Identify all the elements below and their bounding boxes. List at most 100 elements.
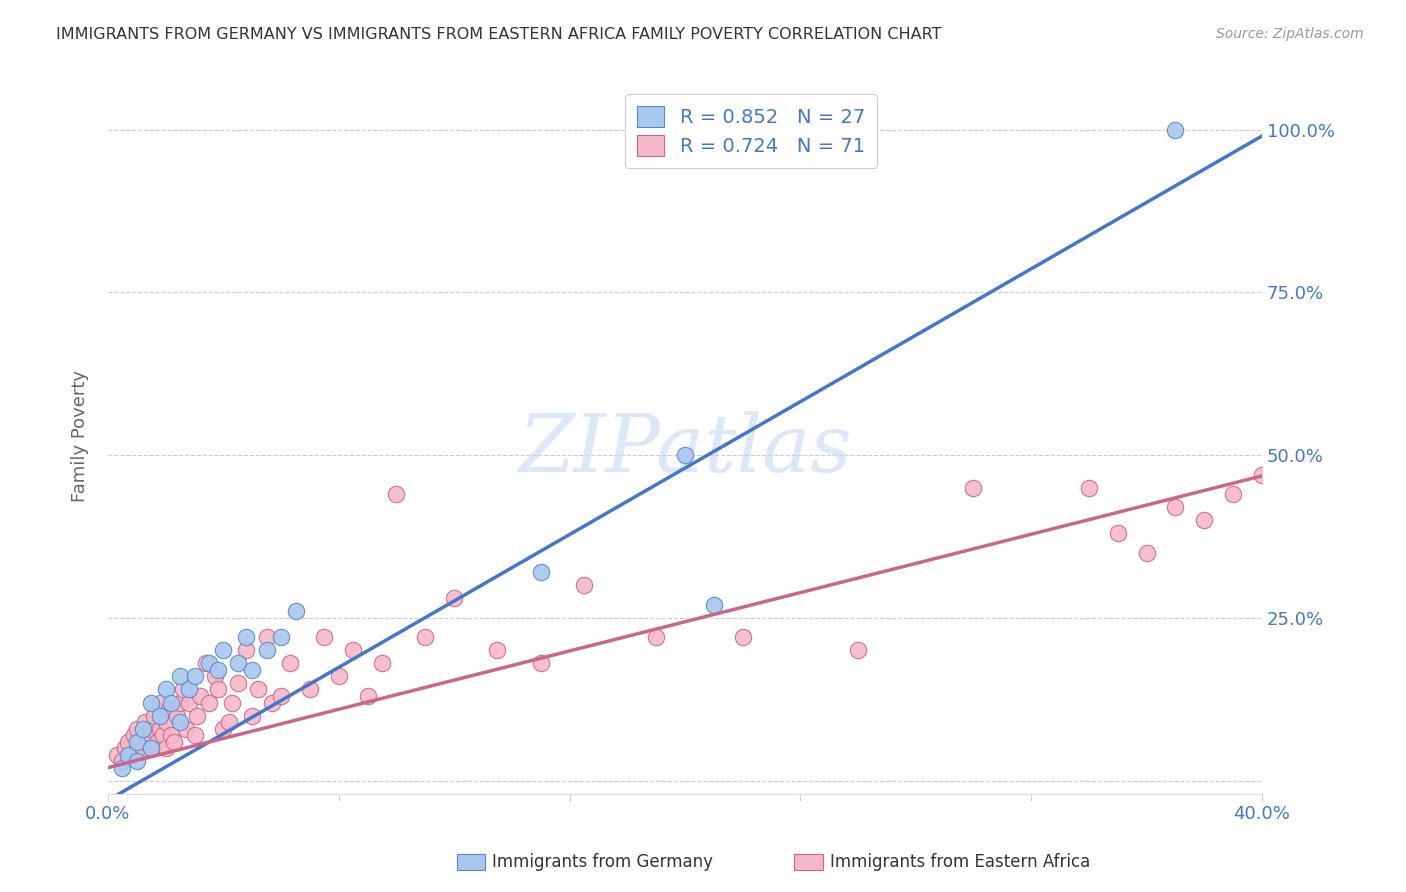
Point (138, 734, 160, 748)
Point (342, 643, 364, 657)
Point (166, 708, 188, 723)
Point (962, 481, 984, 495)
Point (385, 487, 408, 501)
Point (186, 708, 208, 723)
Point (314, 631, 336, 645)
Point (149, 708, 172, 723)
Point (163, 734, 186, 748)
Point (177, 682, 200, 697)
Point (673, 448, 696, 462)
Point (278, 657, 301, 671)
Point (221, 696, 243, 710)
Point (443, 591, 465, 606)
Point (155, 682, 177, 697)
Point (188, 689, 211, 703)
Text: Source: ZipAtlas.com: Source: ZipAtlas.com (1216, 27, 1364, 41)
Point (371, 657, 394, 671)
Point (146, 734, 169, 748)
Point (207, 663, 229, 677)
Point (174, 722, 197, 736)
Point (246, 682, 269, 697)
Point (117, 747, 139, 762)
Point (846, 643, 869, 657)
Point (262, 696, 284, 710)
Point (131, 741, 153, 756)
Point (152, 728, 174, 742)
Point (169, 669, 191, 683)
Point (131, 722, 153, 736)
Point (204, 669, 226, 683)
Point (128, 734, 150, 748)
Point (125, 722, 148, 736)
Point (169, 714, 191, 729)
Text: Immigrants from Germany: Immigrants from Germany (492, 853, 713, 871)
Point (530, 566, 553, 580)
Point (105, 747, 128, 762)
Point (111, 754, 134, 768)
Text: IMMIGRANTS FROM GERMANY VS IMMIGRANTS FROM EASTERN AFRICA FAMILY POVERTY CORRELA: IMMIGRANTS FROM GERMANY VS IMMIGRANTS FR… (56, 27, 942, 42)
Point (1135, 546, 1157, 560)
Point (226, 657, 249, 671)
Point (155, 741, 177, 756)
Point (298, 682, 321, 697)
Point (117, 734, 139, 748)
Point (122, 728, 145, 742)
Point (1192, 513, 1215, 527)
Point (183, 669, 205, 683)
Point (226, 676, 249, 690)
Point (1164, 500, 1187, 515)
Point (240, 663, 263, 677)
Point (1251, 467, 1274, 482)
Point (270, 689, 292, 703)
Point (284, 604, 307, 618)
Point (218, 714, 240, 729)
Point (530, 657, 553, 671)
Point (160, 696, 183, 710)
Point (134, 714, 156, 729)
Point (141, 722, 163, 736)
Point (120, 747, 142, 762)
Point (157, 702, 180, 716)
Legend: R = 0.852   N = 27, R = 0.724   N = 71: R = 0.852 N = 27, R = 0.724 N = 71 (626, 95, 877, 168)
Point (111, 761, 134, 775)
Point (1164, 122, 1187, 136)
Text: ZIPatlas: ZIPatlas (519, 411, 852, 489)
Point (645, 631, 668, 645)
Point (212, 722, 235, 736)
Point (731, 631, 754, 645)
Point (114, 741, 136, 756)
Text: Immigrants from Eastern Africa: Immigrants from Eastern Africa (830, 853, 1090, 871)
Point (198, 696, 221, 710)
Point (1077, 481, 1099, 495)
Point (125, 734, 148, 748)
Point (356, 689, 378, 703)
Point (149, 722, 172, 736)
Point (270, 631, 292, 645)
Point (143, 708, 166, 723)
Point (195, 657, 218, 671)
Point (149, 696, 172, 710)
Point (207, 682, 229, 697)
Point (160, 728, 183, 742)
Point (235, 631, 257, 645)
Point (572, 578, 595, 592)
Point (155, 714, 177, 729)
Point (125, 754, 148, 768)
Point (413, 631, 436, 645)
Point (1107, 526, 1129, 541)
Point (198, 657, 221, 671)
Point (212, 643, 235, 657)
Point (240, 708, 263, 723)
Point (235, 643, 257, 657)
Point (177, 696, 200, 710)
Point (486, 643, 509, 657)
Point (141, 741, 163, 756)
Point (125, 741, 148, 756)
Point (141, 741, 163, 756)
Point (256, 631, 278, 645)
Point (169, 696, 191, 710)
Point (703, 598, 725, 612)
Point (183, 728, 205, 742)
Point (256, 643, 278, 657)
Point (328, 669, 350, 683)
